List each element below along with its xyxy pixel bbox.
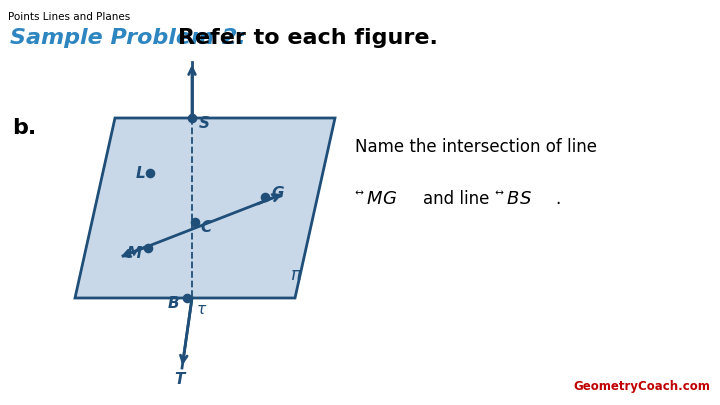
Text: Refer to each figure.: Refer to each figure. [178, 28, 438, 48]
Text: Sample Problem 2:: Sample Problem 2: [10, 28, 246, 48]
Text: $\overleftrightarrow{\mathit{MG}}$: $\overleftrightarrow{\mathit{MG}}$ [355, 190, 397, 208]
Text: M: M [127, 246, 142, 261]
Text: GeometryCoach.com: GeometryCoach.com [573, 380, 710, 393]
Text: G: G [271, 185, 284, 200]
Point [143, 245, 154, 251]
Text: $\overleftrightarrow{\mathit{BS}}$: $\overleftrightarrow{\mathit{BS}}$ [495, 190, 532, 208]
Text: .: . [555, 190, 560, 208]
Point [259, 194, 271, 200]
Polygon shape [75, 118, 335, 298]
Text: T: T [174, 372, 184, 387]
Text: b.: b. [12, 118, 36, 138]
Point [186, 115, 198, 121]
Point [144, 170, 156, 176]
Text: B: B [167, 296, 179, 311]
Text: S: S [199, 116, 210, 131]
Text: Points Lines and Planes: Points Lines and Planes [8, 12, 130, 22]
Text: C: C [200, 220, 211, 235]
Point [189, 219, 201, 225]
Text: Name the intersection of line: Name the intersection of line [355, 138, 597, 156]
Point [181, 295, 193, 301]
Text: π: π [290, 266, 301, 284]
Text: and line: and line [423, 190, 490, 208]
Text: τ: τ [197, 302, 206, 317]
Text: L: L [135, 166, 145, 181]
